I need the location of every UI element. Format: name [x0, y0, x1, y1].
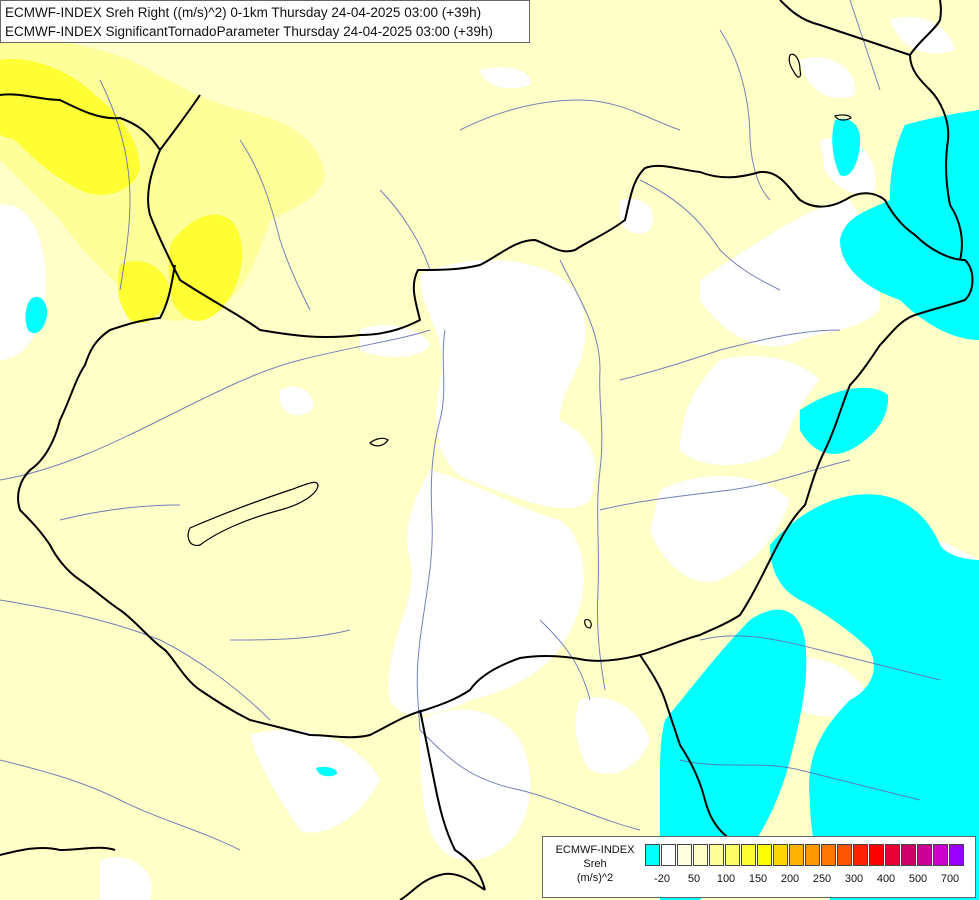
legend-tick-label: 150 [748, 873, 768, 885]
legend-swatch [917, 844, 932, 866]
negative-srh-areas [25, 110, 979, 900]
color-legend: ECMWF-INDEX Sreh (m/s)^2 -20 50 100 150 200 2… [542, 836, 976, 898]
legend-swatches [645, 844, 965, 866]
legend-swatch [949, 844, 964, 866]
legend-tick-label: 700 [940, 873, 960, 885]
title-line-2: ECMWF-INDEX SignificantTornadoParameter … [5, 24, 493, 39]
legend-swatch [693, 844, 708, 866]
legend-unit: (m/s)^2 [576, 872, 614, 884]
legend-swatch [677, 844, 692, 866]
white-field-areas [0, 16, 979, 900]
title-line-1: ECMWF-INDEX Sreh Right ((m/s)^2) 0-1km T… [5, 5, 482, 20]
mid-srh-areas [0, 59, 243, 324]
legend-swatch [757, 844, 772, 866]
legend-swatch [773, 844, 788, 866]
legend-swatch [821, 844, 836, 866]
legend-swatch [837, 844, 852, 866]
legend-swatch [645, 844, 660, 866]
legend-tick-label: -20 [654, 873, 670, 885]
legend-tick-label: 300 [844, 873, 864, 885]
legend-ticks: -20 50 100 150 200 250 300 400 500 700 [645, 873, 975, 889]
legend-swatch [725, 844, 740, 866]
legend-swatch [789, 844, 804, 866]
legend-swatch [709, 844, 724, 866]
legend-swatch [805, 844, 820, 866]
legend-swatch [885, 844, 900, 866]
legend-labels: ECMWF-INDEX Sreh (m/s)^2 [547, 843, 643, 885]
legend-tick-label: 200 [780, 873, 800, 885]
legend-tick-label: 500 [908, 873, 928, 885]
legend-swatch [933, 844, 948, 866]
legend-tick-label: 400 [876, 873, 896, 885]
legend-source: ECMWF-INDEX [555, 844, 635, 856]
legend-variable: Sreh [583, 858, 607, 870]
legend-tick-label: 100 [716, 873, 736, 885]
legend-swatch [741, 844, 756, 866]
legend-swatch [869, 844, 884, 866]
legend-swatch [661, 844, 676, 866]
legend-tick-label: 50 [687, 873, 701, 885]
legend-tick-label: 250 [812, 873, 832, 885]
legend-swatch [901, 844, 916, 866]
map-title-box: ECMWF-INDEX Sreh Right ((m/s)^2) 0-1km T… [0, 0, 530, 43]
lake-outlines [187, 53, 852, 629]
river-lines [0, 0, 941, 851]
legend-swatch [853, 844, 868, 866]
